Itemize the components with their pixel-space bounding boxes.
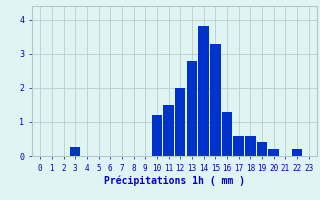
- Bar: [198, 26, 209, 156]
- Bar: [222, 112, 232, 156]
- Bar: [245, 136, 256, 156]
- Bar: [257, 142, 267, 156]
- Bar: [175, 88, 186, 156]
- Bar: [163, 105, 174, 156]
- Bar: [70, 147, 80, 156]
- Bar: [210, 44, 220, 156]
- Bar: [152, 115, 162, 156]
- Bar: [268, 149, 279, 156]
- Bar: [233, 136, 244, 156]
- Bar: [292, 149, 302, 156]
- Bar: [187, 61, 197, 156]
- X-axis label: Précipitations 1h ( mm ): Précipitations 1h ( mm ): [104, 175, 245, 186]
